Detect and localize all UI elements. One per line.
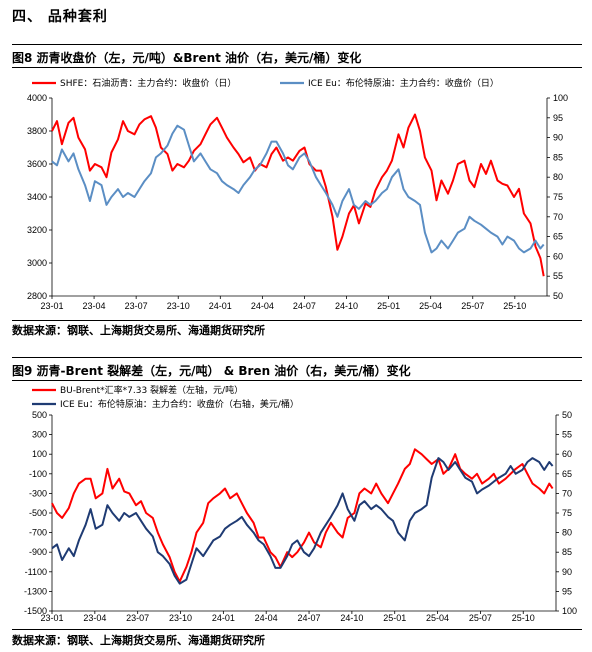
legend-label-2: ICE Eu：布伦特原油：主力合约：收盘价（日） (308, 77, 499, 89)
left-tick-label: -1500 (24, 606, 47, 616)
right-tick-label: 100 (553, 93, 568, 103)
right-tick-label: 80 (562, 528, 572, 538)
x-tick-label: 25-10 (503, 301, 526, 311)
x-tick-label: 25-01 (377, 301, 400, 311)
x-tick-label: 25-04 (419, 301, 442, 311)
left-tick-label: -900 (29, 547, 47, 557)
right-tick-label: 55 (562, 430, 572, 440)
figure-9-chart: -1500 -1300 -1100 -900 -700 -500 -300 -100 100 30… (24, 384, 577, 623)
x-tick-label: 24-01 (212, 613, 235, 623)
figure-9-source: 数据来源：钢联、上海期货交易所、海通期货研究所 (12, 634, 265, 647)
right-tick-label: 85 (553, 152, 563, 162)
right-tick-label: 70 (553, 212, 563, 222)
x-tick-label: 24-04 (251, 301, 274, 311)
left-tick-label: -700 (29, 528, 47, 538)
right-tick-label: 50 (562, 410, 572, 420)
figure-8-title: 图8 沥青收盘价（左，元/吨）&Brent 油价（右，美元/桶）变化 (12, 51, 362, 65)
left-tick-label: 2800 (27, 291, 47, 301)
left-tick-label: 100 (32, 449, 47, 459)
left-tick-label: -300 (29, 488, 47, 498)
x-tick-label: 23-10 (167, 301, 190, 311)
left-tick-label: 4000 (27, 93, 47, 103)
figure-8-top-rule (12, 44, 582, 45)
left-tick-label: 3600 (27, 159, 47, 169)
right-tick-label: 60 (553, 251, 563, 261)
right-tick-label: 75 (553, 192, 563, 202)
x-tick-label: 23-07 (126, 613, 149, 623)
x-tick-label: 24-07 (293, 301, 316, 311)
x-tick-label: 24-04 (255, 613, 278, 623)
legend-label-1: BU-Brent*汇率*7.33 裂解差（左轴，元/吨） (60, 384, 243, 396)
series-line-1 (51, 113, 545, 277)
x-tick-label: 23-10 (169, 613, 192, 623)
right-tick-label: 90 (562, 567, 572, 577)
x-tick-label: 24-10 (335, 301, 358, 311)
figure-9-title: 图9 沥青-Brent 裂解差（左，元/吨） & Bren 油价（右，美元/桶）… (12, 364, 411, 378)
right-tick-label: 75 (562, 508, 572, 518)
series-line-2 (51, 124, 545, 254)
left-tick-label: -100 (29, 469, 47, 479)
x-tick-label: 24-01 (209, 301, 232, 311)
legend-label-2: ICE Eu：布伦特原油：主力合约：收盘价（右轴，美元/桶） (60, 398, 299, 410)
figure-8-source: 数据来源：钢联、上海期货交易所、海通期货研究所 (12, 324, 265, 337)
x-tick-label: 25-07 (469, 613, 492, 623)
right-tick-label: 50 (553, 291, 563, 301)
right-tick-label: 55 (553, 271, 563, 281)
left-tick-label: 3400 (27, 192, 47, 202)
left-tick-label: -1300 (24, 586, 47, 596)
right-tick-label: 95 (553, 113, 563, 123)
left-tick-label: 500 (32, 410, 47, 420)
right-tick-label: 65 (553, 232, 563, 242)
x-tick-label: 25-01 (383, 613, 406, 623)
series-line-1 (51, 448, 554, 583)
x-tick-label: 23-01 (40, 613, 63, 623)
right-tick-label: 90 (553, 133, 563, 143)
x-tick-label: 23-04 (83, 301, 106, 311)
right-tick-label: 100 (562, 606, 577, 616)
x-tick-label: 25-04 (426, 613, 449, 623)
figure-8-title-rule (12, 67, 582, 68)
right-tick-label: 65 (562, 469, 572, 479)
right-tick-label: 80 (553, 172, 563, 182)
left-tick-label: -1100 (25, 567, 47, 577)
figure-8-bottom-rule (12, 320, 582, 321)
left-tick-label: -500 (29, 508, 47, 518)
x-tick-label: 24-10 (340, 613, 363, 623)
x-tick-label: 23-07 (125, 301, 148, 311)
figure-9-top-rule (12, 357, 582, 358)
left-tick-label: 300 (32, 430, 47, 440)
right-tick-label: 60 (562, 449, 572, 459)
section-title: 四、 品种套利 (12, 9, 108, 25)
x-tick-label: 25-07 (461, 301, 484, 311)
figure-9-bottom-rule (12, 629, 582, 630)
figure-8-chart: 2800 3000 3200 3400 3600 3800 4000 50 55 60 65 70 75… (27, 77, 568, 311)
x-tick-label: 24-07 (298, 613, 321, 623)
right-tick-label: 70 (562, 488, 572, 498)
x-tick-label: 23-04 (83, 613, 106, 623)
figure-9-title-rule (12, 380, 582, 381)
x-tick-label: 23-01 (40, 301, 63, 311)
x-tick-label: 25-10 (512, 613, 535, 623)
right-tick-label: 85 (562, 547, 572, 557)
legend-label-1: SHFE：石油沥青：主力合约：收盘价（日） (60, 77, 236, 89)
series-line-2 (51, 457, 554, 585)
right-tick-label: 95 (562, 586, 572, 596)
left-tick-label: 3800 (27, 126, 47, 136)
left-tick-label: 3200 (27, 225, 47, 235)
left-tick-label: 3000 (27, 258, 47, 268)
